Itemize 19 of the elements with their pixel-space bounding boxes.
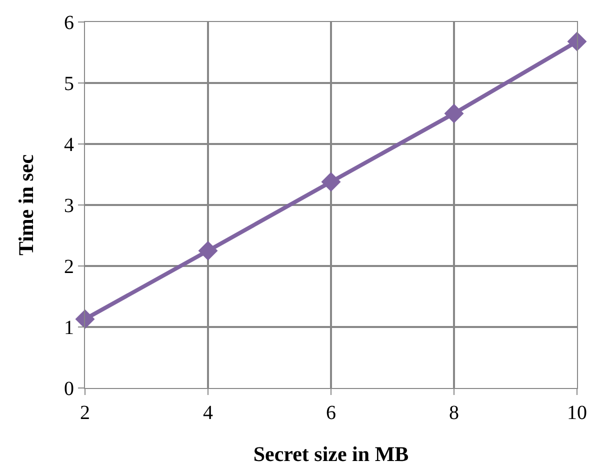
x-tick-label: 2 <box>80 402 90 424</box>
point <box>198 241 218 260</box>
x-tick-label: 4 <box>203 402 213 424</box>
point <box>321 172 341 192</box>
point <box>444 104 464 124</box>
y-tick-label: 6 <box>64 12 74 34</box>
y-tick-label: 1 <box>64 317 74 339</box>
y-axis-title: Time in sec <box>14 154 38 256</box>
y-tick-label: 0 <box>64 378 74 400</box>
x-tick-label: 10 <box>567 402 587 424</box>
y-tick-label: 4 <box>64 134 74 156</box>
y-tick-label: 2 <box>64 256 74 278</box>
x-axis-title: Secret size in MB <box>253 442 409 466</box>
point <box>75 309 95 329</box>
x-tick-label: 8 <box>449 402 459 424</box>
x-tick-label: 6 <box>326 402 336 424</box>
y-tick-label: 5 <box>64 73 74 95</box>
point <box>567 32 587 52</box>
y-tick-label: 3 <box>64 195 74 217</box>
